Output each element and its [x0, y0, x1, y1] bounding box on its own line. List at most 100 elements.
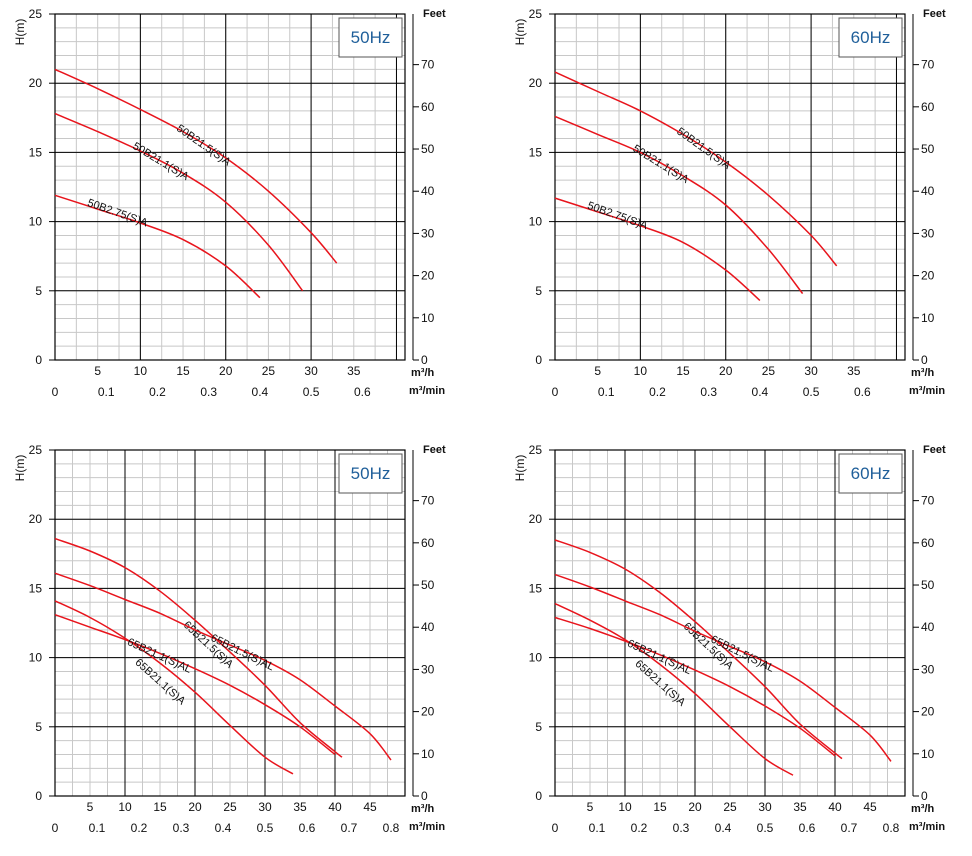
x-tick-label-m3h: 5	[594, 364, 601, 378]
right-tick-label: 40	[921, 620, 935, 634]
right-tick-label: 50	[921, 578, 935, 592]
x-tick-label-m3h: 5	[87, 800, 94, 814]
x-tick-label-m3h: 45	[863, 800, 877, 814]
x-tick-label-m3min: 0.2	[149, 385, 166, 399]
y-tick-label: 15	[529, 581, 543, 595]
y-axis-label: H(m)	[513, 455, 527, 482]
y-axis-label: H(m)	[513, 19, 527, 46]
curve-65b21-5-s-al	[54, 572, 392, 761]
right-tick-label: 20	[921, 269, 935, 283]
x-tick-label-m3min: 0.1	[589, 821, 606, 835]
frequency-badge	[838, 17, 903, 58]
y-tick-label: 15	[29, 581, 43, 595]
curve-label: 65B21.1(S)AL	[125, 636, 193, 676]
x-tick-label-m3min: 0	[552, 385, 559, 399]
y-tick-label: 20	[29, 76, 43, 90]
x-tick-label-m3min: 0	[52, 821, 59, 835]
x-tick-label-m3h: 35	[793, 800, 807, 814]
frequency-badge	[338, 17, 403, 58]
right-tick-label: 0	[921, 789, 928, 803]
x-tick-label-m3h: 5	[587, 800, 594, 814]
x-tick-label-m3h: 15	[176, 364, 190, 378]
frequency-badge	[338, 453, 403, 494]
x-tick-label-m3min: 0.5	[303, 385, 320, 399]
y-axis-label: H(m)	[13, 455, 27, 482]
x-tick-label-m3min: 0.8	[383, 821, 400, 835]
x-tick-label-m3min: 0.2	[131, 821, 148, 835]
y-tick-label: 0	[535, 353, 542, 367]
x-tick-label-m3h: 25	[723, 800, 737, 814]
right-tick-label: 60	[921, 536, 935, 550]
y-tick-label: 10	[529, 651, 543, 665]
y-tick-label: 20	[529, 76, 543, 90]
y-tick-label: 25	[29, 7, 43, 21]
y-tick-label: 0	[35, 789, 42, 803]
x-axis-label-m3min: m³/min	[409, 385, 445, 397]
curve-50b21-5-s-a	[54, 68, 338, 264]
right-tick-label: 10	[921, 747, 935, 761]
right-tick-label: 30	[421, 662, 435, 676]
x-tick-label-m3min: 0.3	[700, 385, 717, 399]
x-tick-label-m3min: 0.3	[200, 385, 217, 399]
x-axis-label-m3min: m³/min	[909, 385, 945, 397]
x-tick-label-m3h: 35	[293, 800, 307, 814]
right-tick-label: 70	[921, 58, 935, 72]
curve-65b21-1-s-a	[54, 600, 294, 775]
curve-50b21-1-s-a	[54, 112, 304, 292]
right-tick-label: 20	[421, 705, 435, 719]
right-tick-label: 50	[921, 142, 935, 156]
y-tick-label: 0	[535, 789, 542, 803]
x-tick-label-m3h: 20	[188, 800, 202, 814]
x-tick-label-m3h: 30	[304, 364, 318, 378]
x-tick-label-m3min: 0.6	[799, 821, 816, 835]
x-tick-label-m3min: 0.1	[98, 385, 115, 399]
right-tick-label: 60	[921, 100, 935, 114]
right-tick-label: 10	[421, 311, 435, 325]
curve-65b21-1-s-al	[54, 613, 336, 756]
right-axis-label: Feet	[423, 8, 446, 20]
right-tick-label: 10	[421, 747, 435, 761]
frequency-badge-text: 50Hz	[351, 464, 391, 483]
x-tick-label-m3min: 0.4	[752, 385, 769, 399]
x-axis-label-m3h: m³/h	[411, 367, 435, 379]
y-tick-label: 25	[529, 7, 543, 21]
x-axis-label-m3min: m³/min	[909, 821, 945, 833]
right-tick-label: 40	[921, 184, 935, 198]
right-tick-label: 0	[921, 353, 928, 367]
x-tick-label-m3h: 10	[118, 800, 132, 814]
x-tick-label-m3min: 0.4	[252, 385, 269, 399]
x-tick-label-m3min: 0.4	[215, 821, 232, 835]
x-tick-label-m3h: 10	[134, 364, 148, 378]
x-tick-label-m3min: 0.1	[598, 385, 615, 399]
right-tick-label: 40	[421, 620, 435, 634]
x-tick-label-m3min: 0.3	[673, 821, 690, 835]
x-tick-label-m3min: 0.8	[883, 821, 900, 835]
y-tick-label: 20	[29, 512, 43, 526]
right-axis-label: Feet	[423, 444, 446, 456]
x-tick-label-m3h: 20	[688, 800, 702, 814]
x-tick-label-m3h: 35	[847, 364, 861, 378]
x-tick-label-m3min: 0.5	[257, 821, 274, 835]
y-tick-label: 5	[535, 720, 542, 734]
right-tick-label: 60	[421, 100, 435, 114]
plot-frame	[554, 449, 906, 797]
frequency-badge-text: 50Hz	[351, 28, 391, 47]
y-tick-label: 10	[29, 215, 43, 229]
x-tick-label-m3h: 30	[258, 800, 272, 814]
right-tick-label: 20	[921, 705, 935, 719]
x-axis-label-m3h: m³/h	[411, 803, 435, 815]
y-tick-label: 25	[529, 443, 543, 457]
x-tick-label-m3h: 10	[618, 800, 632, 814]
y-tick-label: 0	[35, 353, 42, 367]
x-tick-label-m3min: 0.7	[841, 821, 858, 835]
x-axis-label-m3h: m³/h	[911, 803, 935, 815]
y-tick-label: 10	[29, 651, 43, 665]
curve-65b21-5-s-a	[54, 537, 343, 758]
y-axis-label: H(m)	[13, 19, 27, 46]
right-tick-label: 50	[421, 578, 435, 592]
